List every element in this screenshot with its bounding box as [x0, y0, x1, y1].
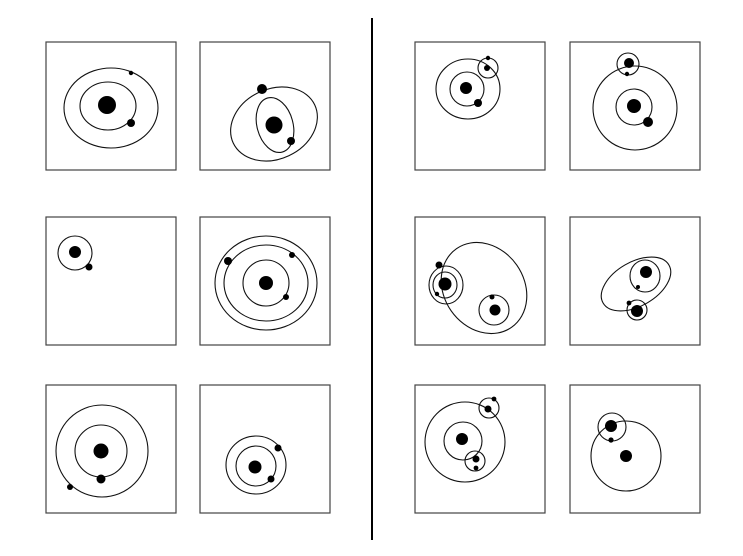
inner-orbit [443, 421, 483, 461]
moon [624, 71, 630, 77]
inner-orbit [449, 71, 485, 107]
outer-orbit [55, 404, 149, 498]
central-star [489, 304, 501, 316]
panel-left-3 [45, 216, 177, 346]
panel-frame [414, 216, 546, 346]
central-star [438, 277, 452, 291]
planet [85, 263, 93, 271]
planet [267, 475, 275, 483]
panel-frame [45, 384, 177, 514]
planet [624, 58, 634, 68]
inner-orbit [242, 259, 290, 307]
planet [274, 444, 282, 452]
panel-frame [569, 384, 701, 514]
panel-left-4 [199, 216, 331, 346]
inner-orbit [235, 445, 277, 487]
orbit [57, 235, 93, 271]
outer-orbit [63, 67, 159, 149]
planet [289, 252, 295, 258]
planet [283, 294, 289, 300]
panel-frame [45, 216, 177, 346]
orbit-right [478, 294, 510, 326]
central-star [259, 276, 273, 290]
panel-right-4 [569, 216, 701, 346]
orbit-left-outer [428, 265, 464, 305]
inner-orbit [79, 81, 137, 131]
central-star [640, 266, 652, 278]
panel-frame [199, 41, 331, 171]
central-star [620, 450, 632, 462]
panel-right-5 [414, 384, 546, 514]
central-star [248, 460, 262, 474]
moon [491, 396, 497, 402]
central-star [627, 99, 641, 113]
large-orbit [600, 256, 672, 312]
orbit-left-inner [432, 271, 458, 299]
planet [474, 99, 482, 107]
central-star [93, 443, 109, 459]
moon [626, 300, 632, 306]
planet [484, 65, 490, 71]
planet [127, 119, 135, 127]
panel-left-1 [45, 41, 177, 171]
panel-left-2 [199, 41, 331, 171]
planet [605, 420, 617, 432]
panel-frame [199, 384, 331, 514]
planet [224, 257, 232, 265]
panel-right-3 [414, 216, 546, 346]
outer-orbit [214, 235, 318, 331]
panel-right-2 [569, 41, 701, 171]
planet [636, 285, 640, 289]
planet [67, 484, 73, 490]
planet [472, 455, 480, 463]
moon [473, 465, 479, 471]
central-star [460, 82, 472, 94]
planet [287, 137, 295, 145]
planet [484, 405, 492, 413]
planet [96, 474, 106, 484]
moon [608, 437, 614, 443]
moon-orbit [626, 299, 648, 321]
planet [435, 261, 443, 269]
panel-right-6 [569, 384, 701, 514]
planet [434, 291, 440, 297]
central-star [69, 246, 81, 258]
inner-orbit [255, 97, 295, 153]
moon [485, 55, 491, 61]
planet [489, 294, 495, 300]
planet [257, 84, 267, 94]
left-panel-group [45, 41, 331, 514]
middle-orbit [223, 244, 309, 322]
outer-orbit [225, 435, 287, 495]
moon-orbit-bottom [464, 450, 486, 472]
panel-frame [569, 216, 701, 346]
large-orbit [440, 241, 528, 335]
inner-orbit [629, 259, 661, 293]
outer-orbit [424, 401, 506, 483]
outer-orbit [435, 58, 501, 120]
panel-left-5 [45, 384, 177, 514]
moon-orbit-top [478, 397, 500, 419]
inner-orbit [615, 88, 653, 126]
moon [128, 70, 134, 76]
large-orbit [590, 420, 662, 492]
planet [643, 117, 653, 127]
planet [631, 305, 643, 317]
central-star [456, 433, 468, 445]
right-panel-group [414, 41, 701, 514]
outer-orbit [592, 65, 678, 151]
panel-left-6 [199, 384, 331, 514]
central-star [98, 96, 116, 114]
panel-right-1 [414, 41, 546, 171]
central-star [265, 116, 283, 134]
